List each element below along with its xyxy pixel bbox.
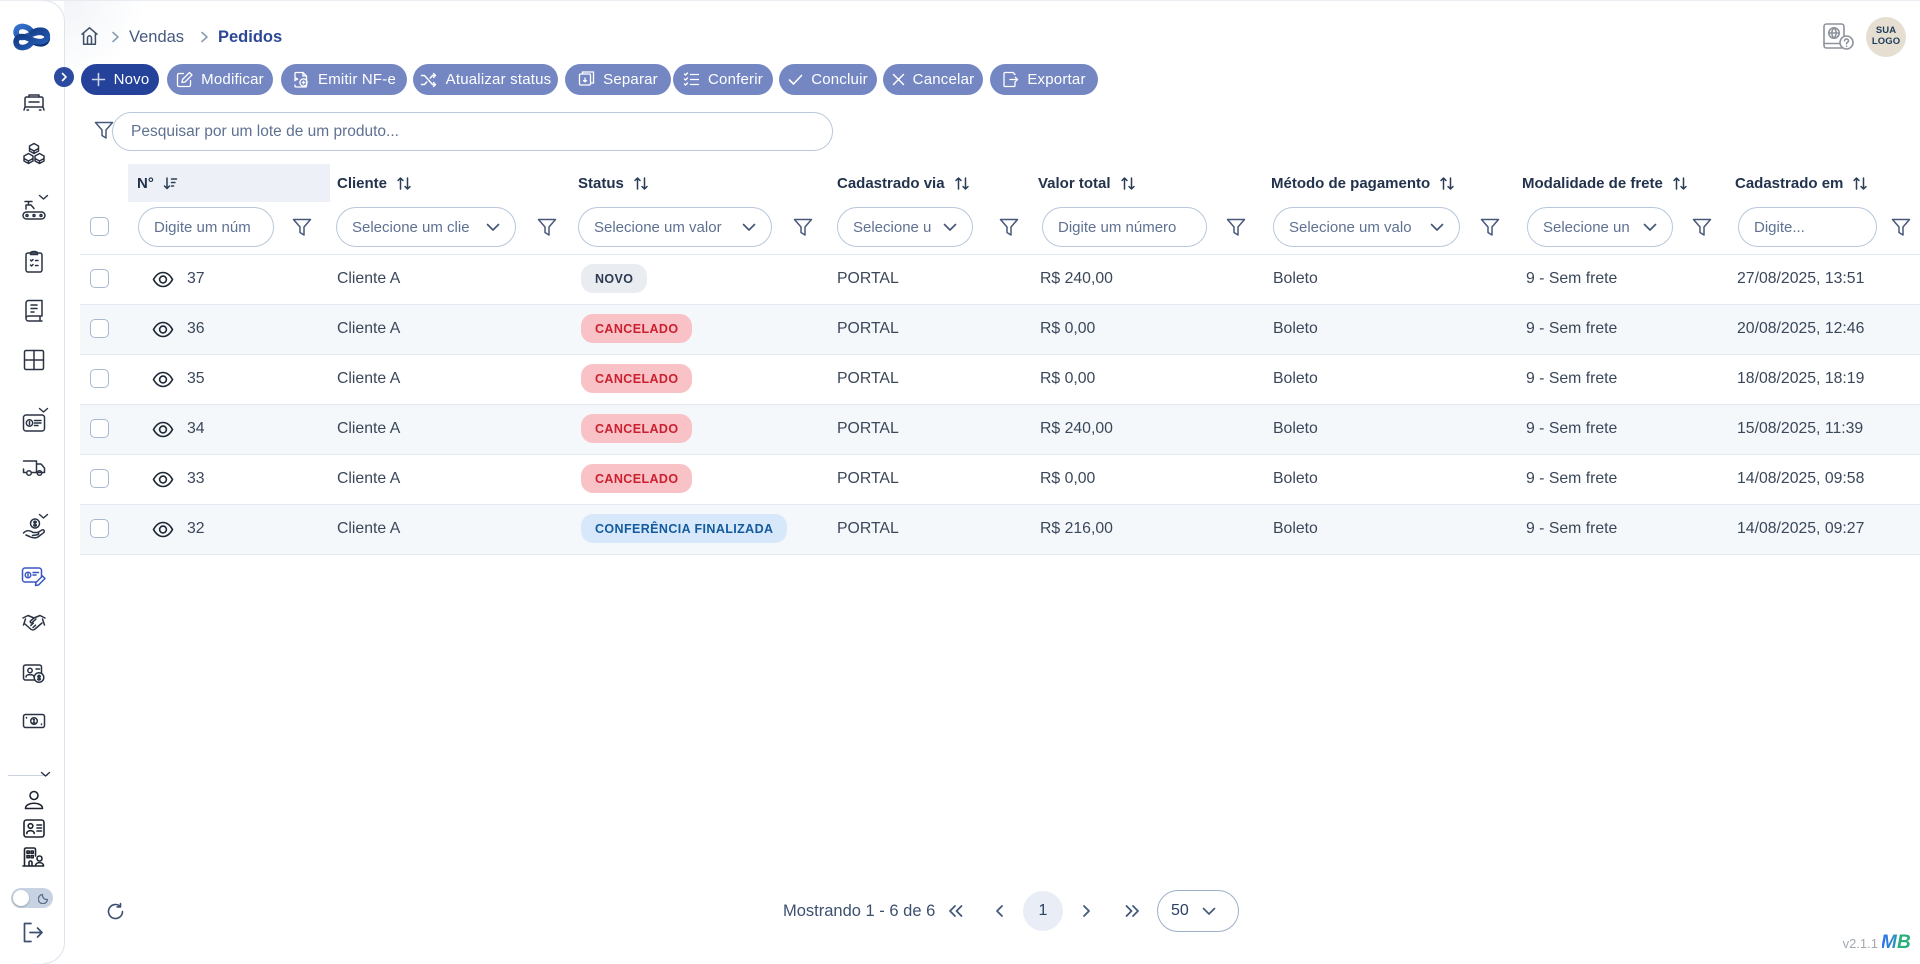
svg-text:M: M: [1882, 932, 1898, 952]
svg-text:B: B: [1897, 932, 1911, 952]
